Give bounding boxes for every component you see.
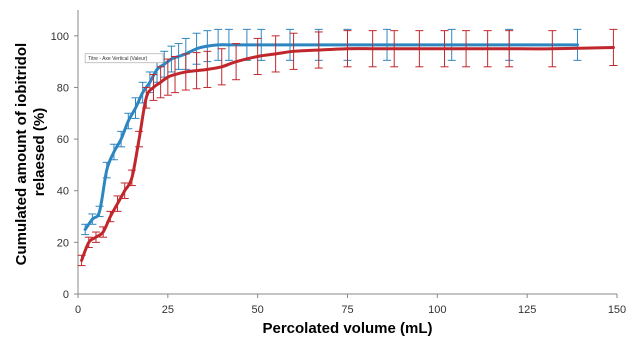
x-tick-label: 100 <box>428 304 446 316</box>
tooltip-box <box>84 53 164 64</box>
y-tick-label: 60 <box>57 134 69 146</box>
series-1 <box>77 28 618 267</box>
y-axis-title-line2: relaesed (%) <box>31 108 48 196</box>
x-tick-label: 0 <box>75 304 81 316</box>
y-tick-label: 80 <box>57 82 69 94</box>
y-tick-label: 0 <box>63 289 69 301</box>
series <box>77 28 618 267</box>
x-tick-label: 150 <box>608 304 626 316</box>
y-axis-title: Cumulated amount of iobitridol relaesed … <box>13 39 48 266</box>
axis-tooltip: Titre - Axe Vertical (Valeur) <box>84 53 164 64</box>
x-tick-label: 50 <box>252 304 264 316</box>
y-tick-label: 20 <box>57 237 69 249</box>
y-axis-title-line1: Cumulated amount of iobitridol <box>13 43 30 265</box>
y-tick-label: 100 <box>51 31 69 43</box>
x-tick-label: 75 <box>341 304 353 316</box>
y-tick-label: 40 <box>57 186 69 198</box>
series-line-1 <box>80 45 615 262</box>
x-tick-label: 25 <box>162 304 174 316</box>
error-bars-1 <box>77 28 618 267</box>
axes: 0 20 40 60 80 100 0 25 50 75 100 125 150 <box>51 10 626 316</box>
y-ticks: 0 20 40 60 80 100 <box>51 31 78 301</box>
x-tick-label: 125 <box>518 304 536 316</box>
x-ticks: 0 25 50 75 100 125 150 <box>75 294 626 316</box>
series-line-0 <box>83 43 579 231</box>
x-axis-title: Percolated volume (mL) <box>262 320 432 337</box>
tooltip-text: Titre - Axe Vertical (Valeur) <box>88 56 148 62</box>
